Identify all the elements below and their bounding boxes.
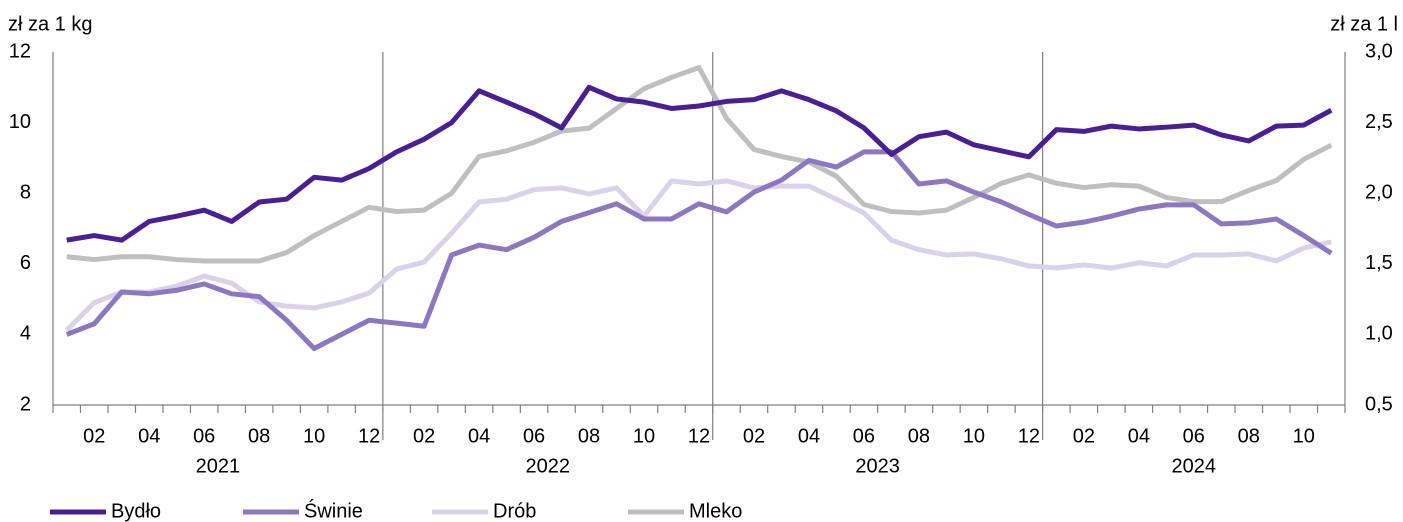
y-tick-label: 2 [20, 393, 31, 415]
y-tick-label: 10 [9, 111, 31, 133]
year-label: 2023 [855, 455, 900, 477]
series-line [65, 149, 1333, 352]
x-tick-label: 02 [413, 425, 435, 447]
x-tick-label: 12 [358, 425, 380, 447]
series-line [66, 84, 1333, 243]
x-tick-label: 10 [633, 425, 655, 447]
series-line [64, 178, 1332, 332]
y2-tick-label: 2,0 [1365, 181, 1393, 203]
x-tick-label: 08 [1238, 425, 1260, 447]
y-tick-label: 6 [20, 252, 31, 274]
y2-tick-label: 1,0 [1365, 323, 1393, 345]
y2-tick-label: 2,5 [1365, 111, 1393, 133]
x-tick-label: 12 [1018, 425, 1040, 447]
x-tick-label: 02 [743, 425, 765, 447]
x-tick-label: 10 [1293, 425, 1315, 447]
legend-label: Mleko [689, 500, 742, 522]
x-tick-label: 04 [138, 425, 160, 447]
legend-label: Świnie [304, 498, 363, 522]
x-tick-label: 06 [853, 425, 875, 447]
legend-label: Bydło [111, 500, 161, 522]
y-axis-label: zł za 1 kg [8, 13, 92, 35]
y2-axis-label: zł za 1 l [1330, 13, 1398, 35]
x-tick-label: 06 [1183, 425, 1205, 447]
x-tick-label: 12 [688, 425, 710, 447]
y-tick-label: 12 [9, 40, 31, 62]
x-tick-label: 04 [1128, 425, 1150, 447]
x-tick-label: 02 [83, 425, 105, 447]
x-tick-label: 06 [523, 425, 545, 447]
y-tick-label: 4 [20, 323, 31, 345]
y2-tick-label: 1,5 [1365, 252, 1393, 274]
y2-tick-label: 0,5 [1365, 393, 1393, 415]
x-tick-label: 10 [963, 425, 985, 447]
x-tick-label: 06 [193, 425, 215, 447]
x-tick-label: 08 [908, 425, 930, 447]
y2-tick-label: 3,0 [1365, 40, 1393, 62]
year-label: 2021 [196, 455, 241, 477]
x-tick-label: 04 [468, 425, 490, 447]
x-tick-label: 10 [303, 425, 325, 447]
series-line [66, 65, 1333, 264]
x-tick-label: 02 [1073, 425, 1095, 447]
year-label: 2024 [1172, 455, 1217, 477]
year-label: 2022 [526, 455, 571, 477]
y-tick-label: 8 [20, 181, 31, 203]
x-tick-label: 08 [578, 425, 600, 447]
legend-label: Drób [493, 500, 536, 522]
x-tick-label: 08 [248, 425, 270, 447]
x-tick-label: 04 [798, 425, 820, 447]
